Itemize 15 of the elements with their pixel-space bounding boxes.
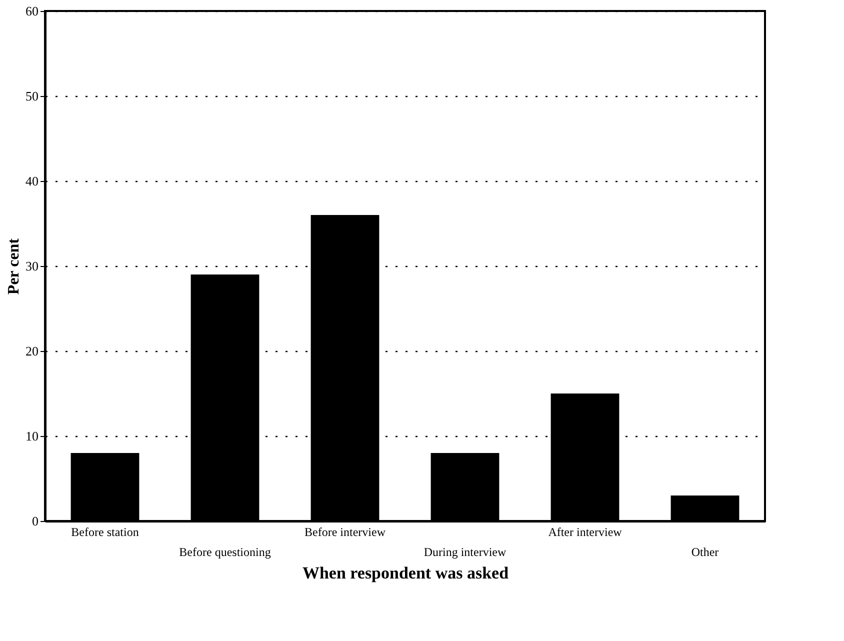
x-tick-label: Before questioning bbox=[179, 545, 271, 559]
x-axis-title: When respondent was asked bbox=[302, 564, 510, 582]
x-tick-label: After interview bbox=[548, 525, 622, 539]
y-tick-label: 40 bbox=[26, 174, 38, 188]
x-tick-label: Before station bbox=[71, 525, 139, 539]
y-axis-title: Per cent bbox=[6, 238, 22, 295]
y-tick-label: 50 bbox=[26, 88, 38, 104]
y-tick-label: 10 bbox=[26, 428, 38, 444]
y-tick-label: 20 bbox=[26, 344, 38, 358]
x-tick-label: Before interview bbox=[304, 525, 386, 539]
x-tick-label: During interview bbox=[424, 545, 506, 559]
x-tick-label: Other bbox=[691, 545, 719, 559]
y-tick-label: 0 bbox=[32, 514, 38, 528]
y-tick-label: 30 bbox=[26, 258, 38, 274]
y-tick-label: 60 bbox=[26, 4, 38, 18]
